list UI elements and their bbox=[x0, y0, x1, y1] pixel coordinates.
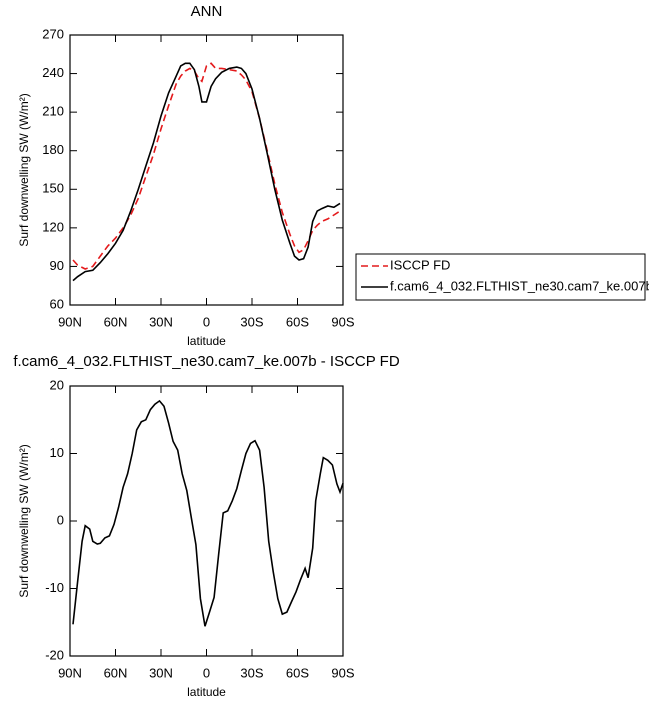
y-tick-label: 150 bbox=[42, 181, 64, 196]
legend-label: f.cam6_4_032.FLTHIST_ne30.cam7_ke.007b bbox=[390, 278, 649, 293]
legend-box bbox=[355, 253, 646, 301]
x-tick-label: 90N bbox=[58, 314, 82, 329]
y-axis-label: Surf downwelling SW (W/m²) bbox=[17, 444, 31, 597]
x-tick-label: 0 bbox=[203, 665, 210, 680]
y-tick-label: 210 bbox=[42, 104, 64, 119]
y-tick-label: 270 bbox=[42, 26, 64, 41]
y-tick-label: 20 bbox=[50, 377, 64, 392]
x-axis-label: latitude bbox=[187, 334, 226, 348]
x-tick-label: 60N bbox=[104, 665, 128, 680]
x-tick-label: 60S bbox=[286, 665, 309, 680]
legend-label: ISCCP FD bbox=[390, 257, 450, 272]
y-tick-label: 60 bbox=[50, 296, 64, 311]
x-tick-label: 90S bbox=[331, 314, 354, 329]
x-tick-label: 30N bbox=[149, 314, 173, 329]
y-tick-label: 180 bbox=[42, 142, 64, 157]
y-tick-label: -10 bbox=[45, 580, 64, 595]
x-tick-label: 60S bbox=[286, 314, 309, 329]
data-line bbox=[72, 399, 344, 627]
x-tick-label: 90S bbox=[331, 665, 354, 680]
y-tick-label: 240 bbox=[42, 65, 64, 80]
plot-frame bbox=[69, 385, 344, 657]
x-tick-label: 90N bbox=[58, 665, 82, 680]
x-tick-label: 0 bbox=[203, 314, 210, 329]
x-tick-label: 60N bbox=[104, 314, 128, 329]
data-line bbox=[72, 62, 341, 270]
x-axis-label: latitude bbox=[187, 685, 226, 699]
plot-frame bbox=[69, 34, 344, 306]
data-line bbox=[72, 62, 341, 282]
x-tick-label: 30N bbox=[149, 665, 173, 680]
y-tick-label: 90 bbox=[50, 258, 64, 273]
chart-title: ANN bbox=[191, 3, 223, 20]
x-tick-label: 30S bbox=[240, 665, 263, 680]
chart-title: f.cam6_4_032.FLTHIST_ne30.cam7_ke.007b -… bbox=[13, 353, 399, 370]
x-tick-label: 30S bbox=[240, 314, 263, 329]
y-tick-label: -20 bbox=[45, 647, 64, 662]
y-tick-label: 120 bbox=[42, 219, 64, 234]
y-tick-label: 0 bbox=[57, 512, 64, 527]
y-axis-label: Surf downwelling SW (W/m²) bbox=[17, 93, 31, 246]
y-tick-label: 10 bbox=[50, 445, 64, 460]
